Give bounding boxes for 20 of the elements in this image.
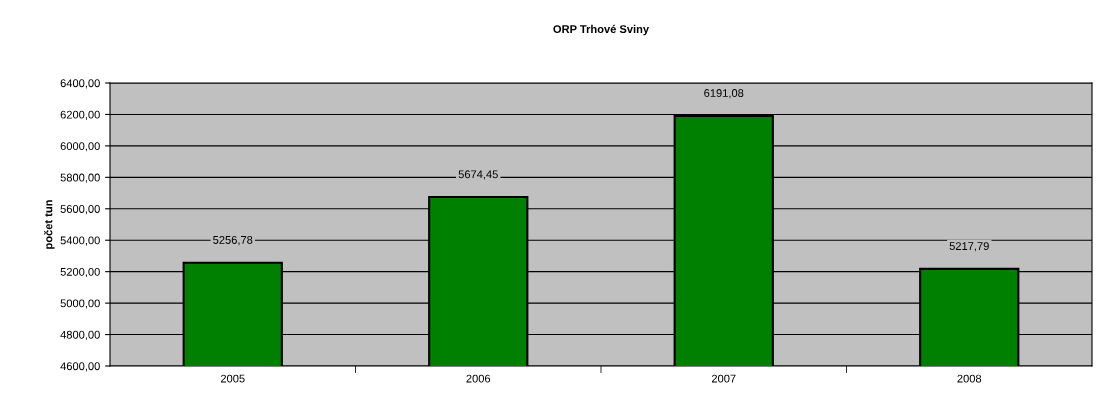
y-tick-label: 6000,00	[60, 142, 100, 152]
y-tick-label: 4800,00	[60, 330, 100, 340]
y-tick-label: 4600,00	[60, 362, 100, 372]
y-tick-label: 5000,00	[60, 299, 100, 309]
x-tick-label: 2006	[466, 374, 491, 383]
x-tick-label: 2008	[957, 374, 982, 383]
x-tick-label: 2005	[220, 374, 245, 383]
y-tick-label: 5200,00	[60, 267, 100, 278]
data-label: 5256,78	[213, 236, 253, 246]
y-tick-label: 5600,00	[60, 205, 100, 215]
y-tick-label: 5400,00	[60, 236, 100, 246]
x-tick-label: 2007	[711, 374, 736, 383]
data-label: 5217,79	[949, 242, 989, 252]
y-tick-label: 6200,00	[60, 110, 100, 120]
data-label: 5674,45	[458, 170, 498, 180]
chart-title: ORP Trhové Sviny	[553, 24, 650, 36]
y-tick-label: 5800,00	[60, 173, 100, 183]
y-tick-label: 6400,00	[60, 79, 100, 89]
y-axis-title: počet tun	[43, 200, 55, 249]
data-label: 6191,08	[704, 89, 744, 99]
